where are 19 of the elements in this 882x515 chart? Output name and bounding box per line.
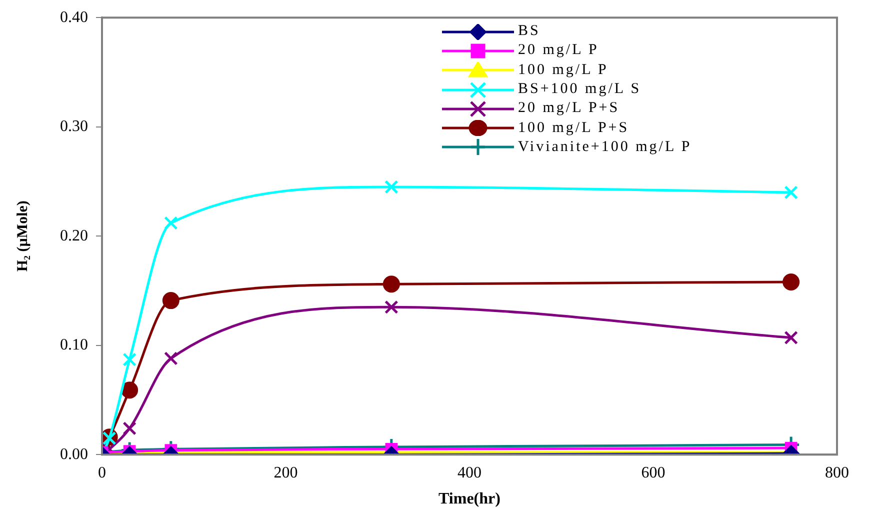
x-tick-label: 600	[641, 464, 666, 482]
x-axis-title: Time(hr)	[438, 490, 500, 508]
x-tick-label: 200	[274, 464, 298, 482]
y-tick-label: 0.10	[60, 336, 88, 354]
legend-label: 100 mg/L P+S	[518, 118, 630, 138]
legend-label: Vivianite+100 mg/L P	[518, 138, 692, 157]
legend-label: 20 mg/L P+S	[518, 99, 620, 118]
y-tick-label: 0.00	[60, 446, 88, 463]
y-tick-label: 0.20	[60, 227, 88, 244]
y-tick-label: 0.30	[60, 118, 88, 136]
y-axis-title: H₂ (µMole)	[14, 200, 31, 272]
legend-label: BS+100 mg/L S	[518, 80, 642, 100]
x-tick-label: 0	[98, 464, 106, 482]
x-tick-label: 400	[458, 464, 482, 482]
legend-label: 100 mg/L P	[518, 60, 608, 80]
legend-label: BS	[518, 22, 540, 42]
y-tick-label: 0.40	[60, 8, 88, 26]
x-tick-label: 800	[825, 464, 849, 482]
legend-label: 20 mg/L P	[518, 41, 599, 60]
